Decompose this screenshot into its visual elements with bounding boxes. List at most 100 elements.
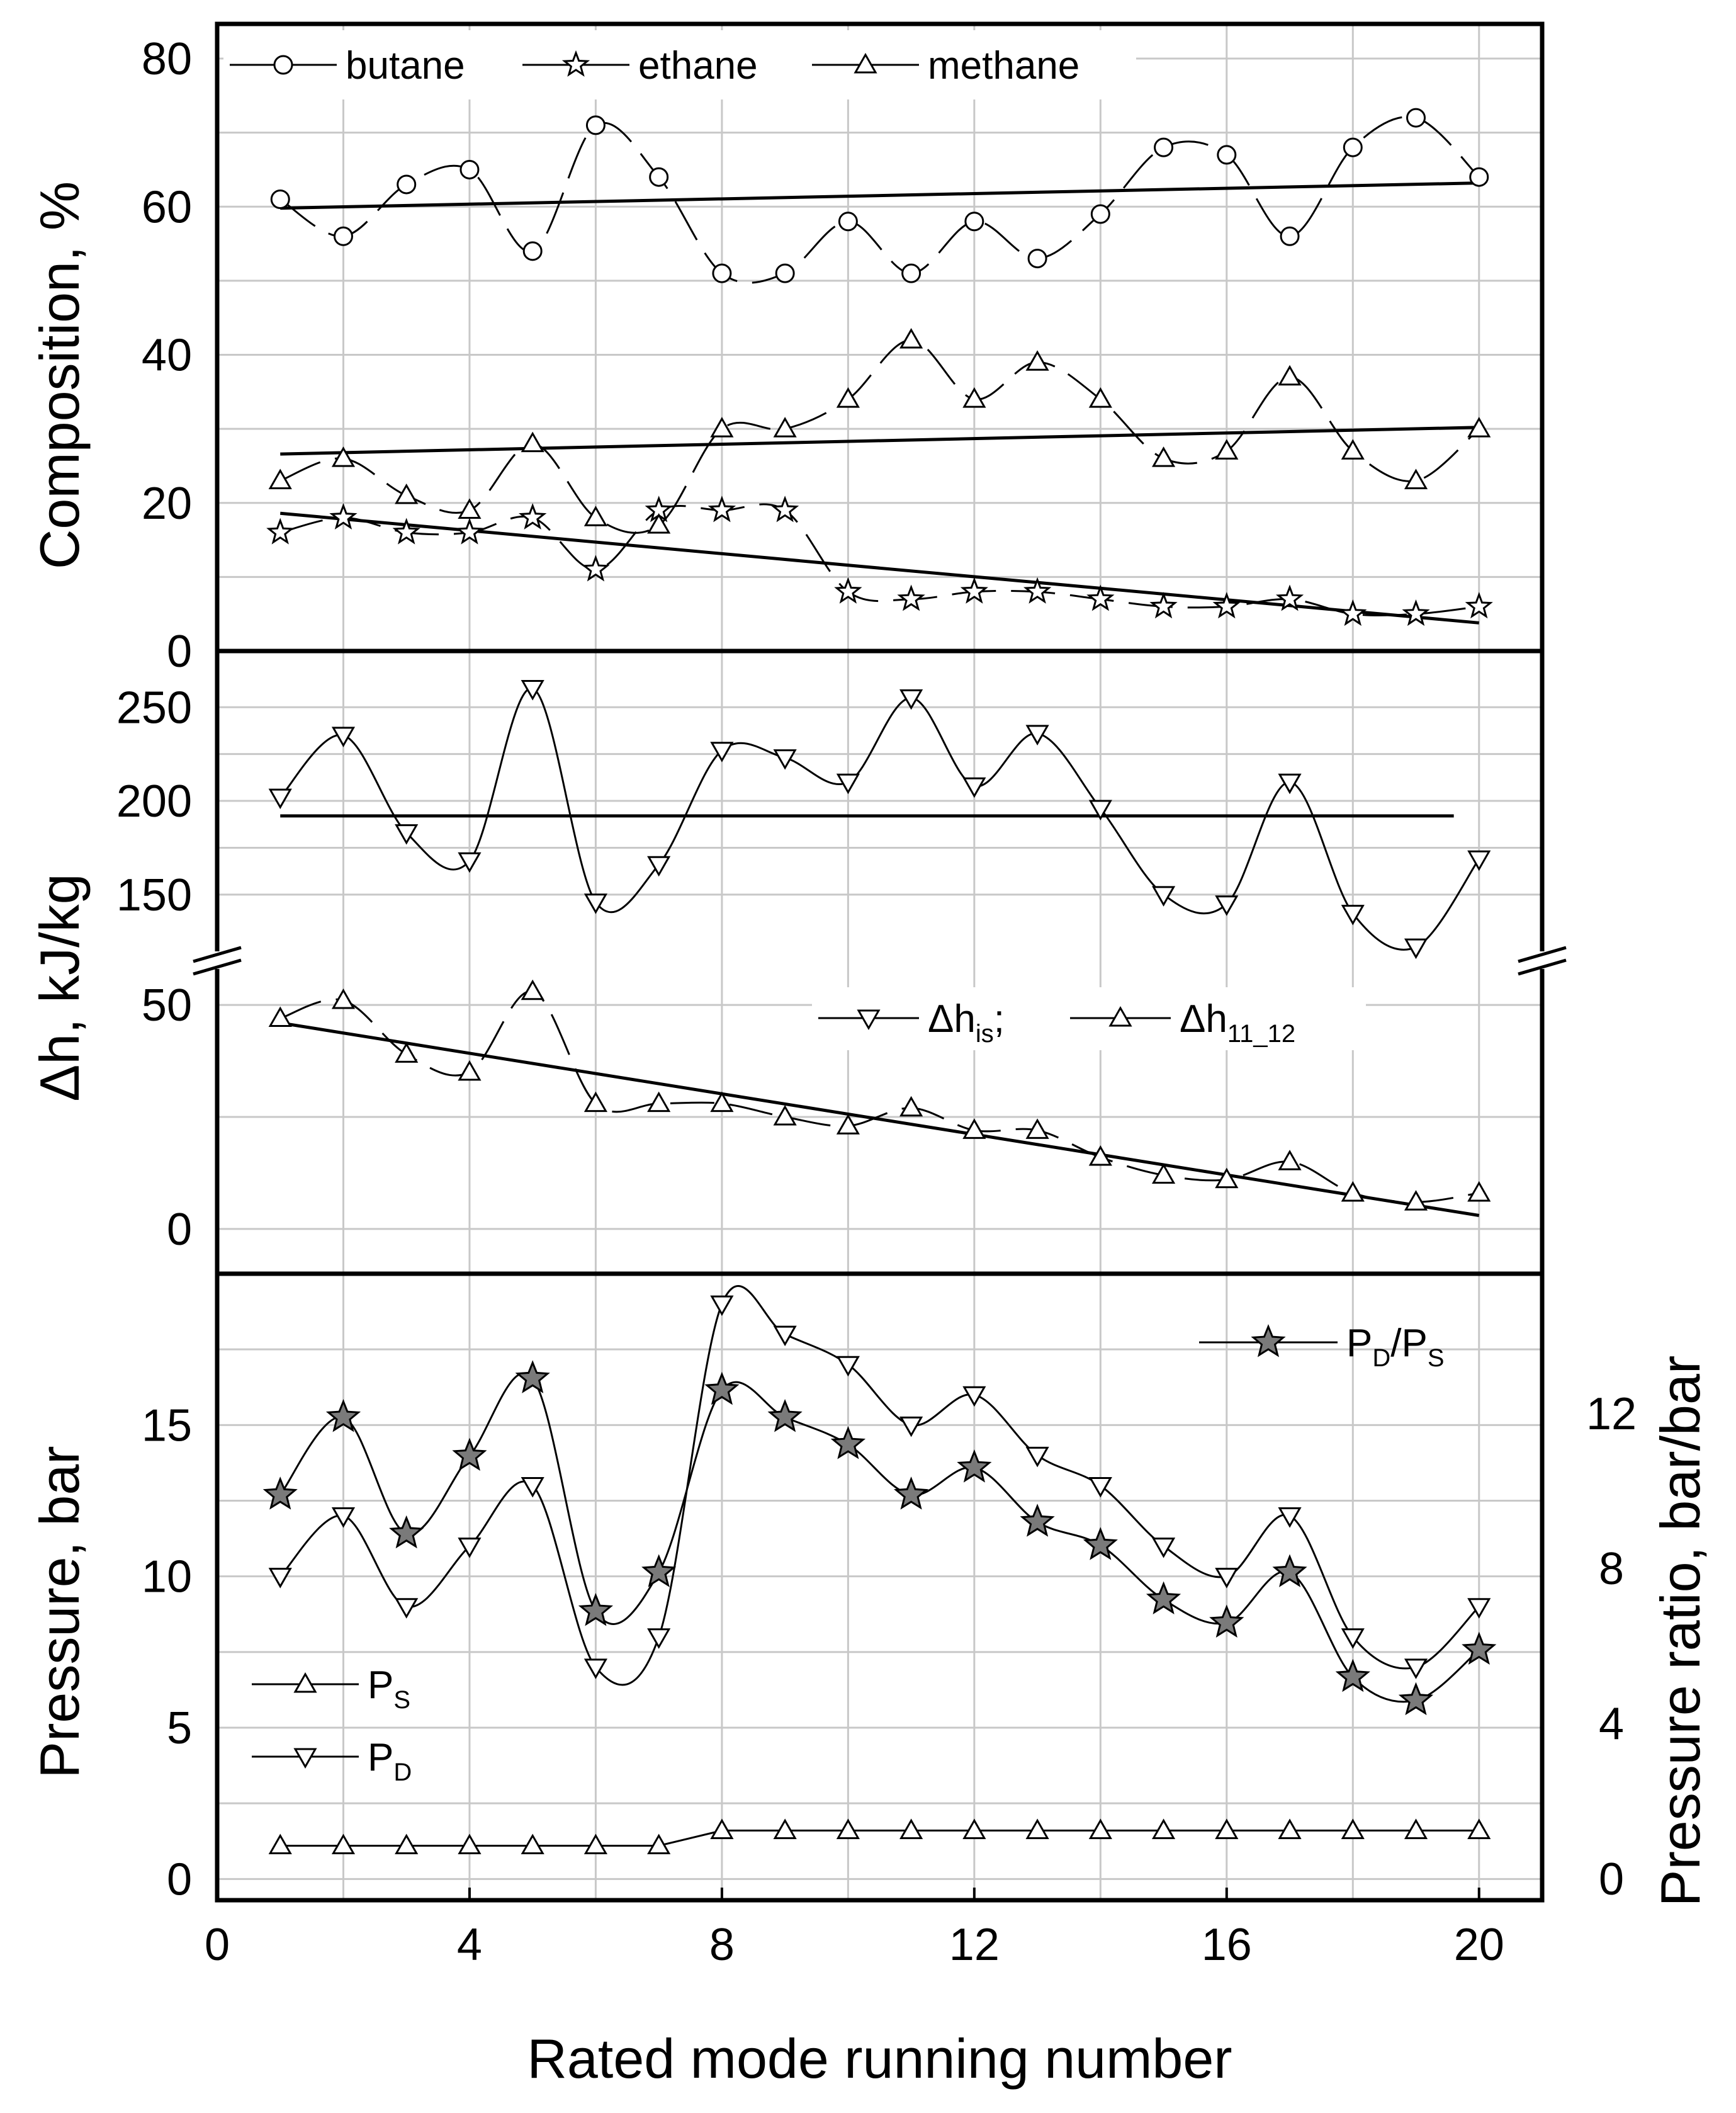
composition-tick-label: 80 [142, 34, 192, 84]
enthalpy-point [521, 979, 544, 1000]
enthalpy-point [1088, 1145, 1112, 1166]
butane-point [964, 212, 984, 232]
legend-label: Δh11_12 [1180, 997, 1295, 1048]
butane-point [712, 263, 732, 283]
enthalpy-point [268, 788, 292, 810]
ethane-point [519, 503, 547, 530]
axis-break-mark [1518, 958, 1567, 976]
pressure-point [1215, 1818, 1239, 1839]
ethane-point [960, 577, 988, 604]
pressure-point [830, 1426, 866, 1459]
enthalpy-axis-label: Δh, kJ/kg [28, 873, 91, 1101]
enthalpy-point [1404, 938, 1428, 960]
ethane-point [329, 503, 358, 530]
butane-trend-line [280, 181, 1479, 210]
pressure-point [710, 1818, 734, 1839]
butane-point [270, 189, 290, 209]
enthalpy-point [1404, 1190, 1428, 1211]
legend-pd-marker [293, 1748, 317, 1769]
pressure-point [1151, 1538, 1176, 1558]
ethane-point [1402, 599, 1430, 626]
legend-text-part: P [1346, 1322, 1372, 1365]
methane-point [899, 327, 923, 349]
enthalpy-point [773, 749, 797, 770]
enthalpy-point [1215, 1167, 1239, 1189]
pressure-point [583, 1833, 608, 1854]
pressure-point [1462, 1631, 1497, 1665]
butane-point [397, 174, 417, 195]
x-tick-label: 20 [1454, 1920, 1504, 1970]
pressure-point [331, 1507, 356, 1528]
pressure-point [710, 1295, 734, 1317]
x-axis-label: Rated mode running number [527, 2027, 1232, 2090]
pressure-point [773, 1325, 797, 1347]
pressure-point [521, 1476, 544, 1498]
pressure-point [1088, 1476, 1112, 1498]
pressure-point [899, 1416, 923, 1437]
enthalpy-point [521, 680, 544, 701]
methane-point [268, 468, 292, 489]
butane-point [1027, 249, 1047, 269]
pressure-point [389, 1515, 424, 1549]
enthalpy-point [647, 1091, 671, 1113]
enthalpy-point [1025, 725, 1049, 745]
enthalpy-point [899, 1096, 923, 1117]
enthalpy-point [1215, 895, 1239, 916]
methane-point [710, 417, 734, 438]
composition-tick-label: 20 [142, 479, 192, 529]
legend-dh-11-12-marker [1108, 1006, 1132, 1027]
enthalpy-point [268, 1006, 292, 1027]
enthalpy-point [962, 1118, 986, 1139]
enthalpy-point [458, 1060, 482, 1081]
enthalpy-tick-label: 50 [142, 980, 192, 1031]
butane-series-line [279, 116, 1480, 284]
pressure-point [957, 1449, 992, 1483]
axis-break-mark [193, 946, 242, 963]
butane-point [333, 226, 353, 246]
enthalpy-point [1467, 850, 1491, 871]
methane-point [1404, 468, 1428, 489]
legend-text-part: P [368, 1663, 393, 1707]
legend-text-part: S [1428, 1344, 1445, 1372]
pressure-point [262, 1476, 298, 1510]
enthalpy-point [331, 727, 356, 747]
enthalpy-point [395, 824, 419, 845]
ethane-point [1149, 592, 1178, 619]
methane-point [647, 513, 671, 534]
legend-butane-marker [273, 55, 293, 75]
methane-point [331, 446, 356, 467]
pressure-point [325, 1398, 361, 1432]
pressure-point [641, 1554, 677, 1587]
methane-point [1025, 350, 1049, 371]
x-tick-label: 0 [205, 1920, 230, 1970]
butane-point [1343, 137, 1363, 157]
enthalpy-point [395, 1042, 419, 1063]
enthalpy-point [1151, 1163, 1176, 1184]
ethane-series-line [279, 503, 1479, 616]
legend-label: PS [368, 1663, 410, 1714]
enthalpy-point [331, 989, 356, 1009]
pressure-point [583, 1658, 608, 1679]
composition-tick-label: 0 [167, 626, 192, 677]
enthalpy-point [583, 893, 608, 914]
composition-axis-label: Composition, % [28, 181, 91, 569]
butane-point [775, 263, 795, 283]
trend-layer [279, 181, 1480, 1217]
pressure-tick-label: 15 [142, 1400, 192, 1451]
pressure-point [1341, 1628, 1365, 1649]
enthalpy-point [1278, 773, 1302, 795]
butane-point [838, 212, 858, 232]
pressure-ratio-tick-label: 12 [1586, 1389, 1637, 1439]
frame-layer [193, 21, 1567, 1903]
legend-text-part: D [393, 1759, 412, 1786]
butane-point [459, 159, 480, 179]
pressure-point [1278, 1818, 1302, 1839]
composition-tick-label: 40 [142, 331, 192, 381]
composition-legend-bg [223, 30, 1136, 99]
methane-point [1151, 446, 1176, 467]
pressure-point [515, 1360, 550, 1393]
enthalpy-series-line-0 [279, 687, 1480, 951]
enthalpy-trend-line-1 [279, 1021, 1480, 1217]
enthalpy-point [1278, 1150, 1302, 1170]
legend-text-part: D [1372, 1344, 1390, 1372]
